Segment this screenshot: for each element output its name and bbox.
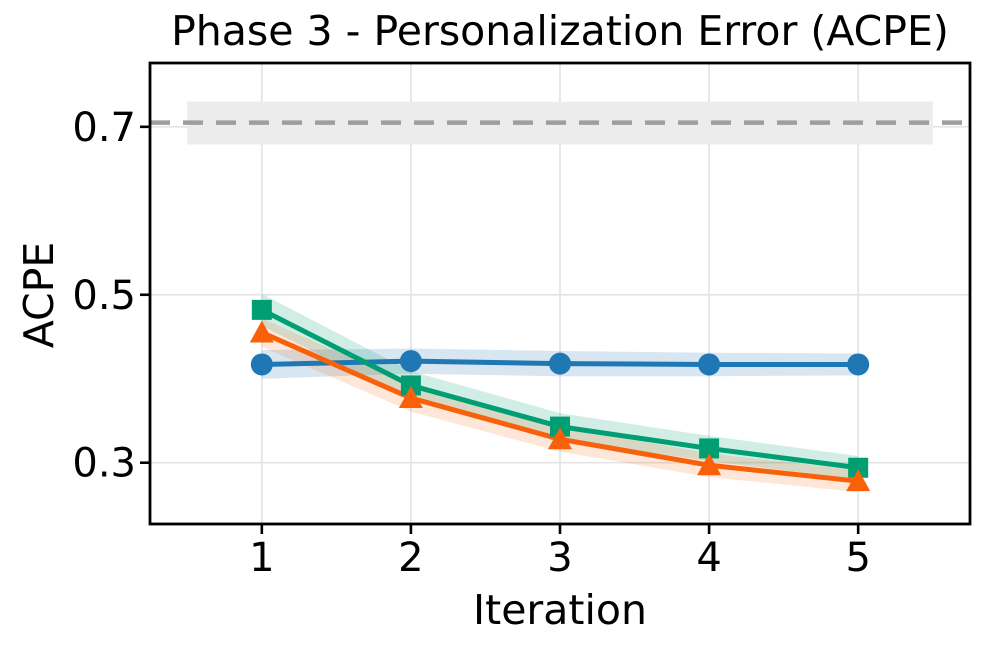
x-tick-label: 2 — [398, 535, 423, 581]
y-axis-label: ACPE — [15, 242, 63, 349]
marker-triangle — [697, 453, 722, 476]
marker-square — [550, 416, 570, 437]
marker-triangle — [846, 469, 871, 492]
y-tick-label: 0.3 — [72, 441, 136, 487]
markers-blue-circles — [250, 350, 870, 376]
x-axis-label: Iteration — [473, 586, 647, 634]
x-tick-label: 1 — [249, 535, 274, 581]
marker-circle — [250, 353, 273, 376]
y-tick-label: 0.7 — [72, 105, 136, 151]
x-tick-label: 4 — [696, 535, 721, 581]
marker-triangle — [249, 320, 274, 343]
marker-circle — [847, 353, 870, 376]
markers-orange-triangles — [249, 320, 871, 492]
marker-square — [400, 375, 421, 396]
marker-circle — [549, 352, 571, 375]
y-tick-label: 0.5 — [72, 273, 136, 319]
marker-triangle — [548, 427, 572, 450]
marker-circle — [399, 350, 422, 373]
x-tick-label: 5 — [845, 535, 870, 581]
marker-circle — [698, 353, 721, 376]
x-tick-label: 3 — [547, 535, 572, 581]
marker-square — [699, 438, 720, 459]
marker-triangle — [398, 386, 423, 409]
marker-square — [848, 457, 869, 478]
ticks: 1 2 3 4 5 0.3 0.5 0.7 — [72, 105, 871, 581]
markers-green-squares — [251, 299, 869, 478]
chart-title: Phase 3 - Personalization Error (ACPE) — [171, 7, 949, 55]
marker-square — [251, 299, 272, 320]
plot-layers: 1 2 3 4 5 0.3 0.5 0.7 — [72, 61, 972, 581]
